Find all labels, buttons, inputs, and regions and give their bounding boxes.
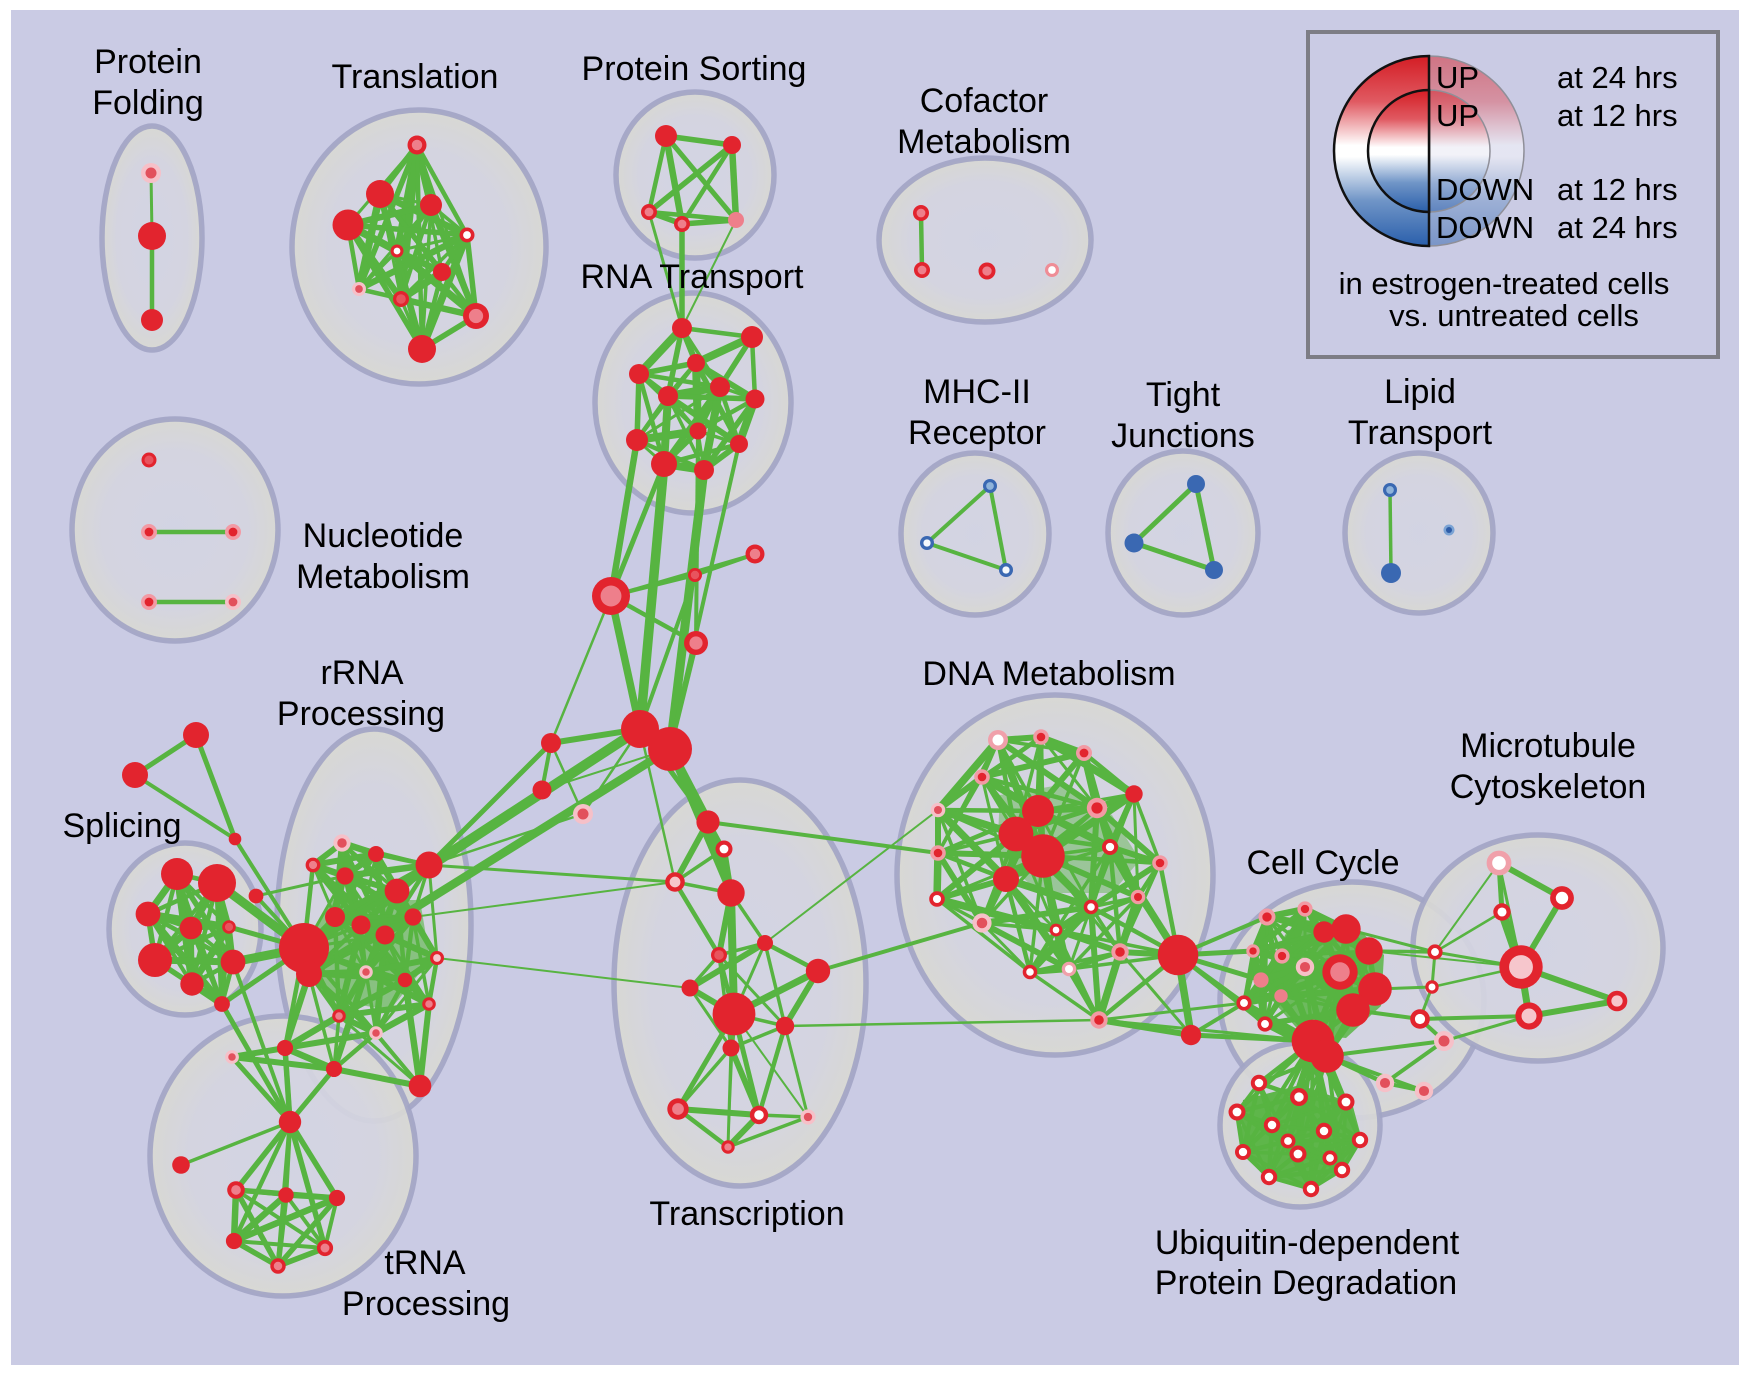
svg-text:at 24 hrs: at 24 hrs (1557, 210, 1678, 245)
svg-text:Protein: Protein (94, 43, 202, 81)
svg-text:Folding: Folding (92, 84, 204, 122)
svg-text:Metabolism: Metabolism (897, 123, 1071, 161)
svg-text:DOWN: DOWN (1436, 210, 1534, 245)
svg-text:Lipid: Lipid (1384, 373, 1456, 411)
svg-text:rRNA: rRNA (320, 654, 403, 692)
svg-text:Transport: Transport (1348, 414, 1493, 452)
svg-text:Receptor: Receptor (908, 414, 1046, 452)
svg-text:at 24 hrs: at 24 hrs (1557, 60, 1678, 95)
svg-text:UP: UP (1436, 98, 1479, 133)
svg-text:Protein Degradation: Protein Degradation (1155, 1264, 1457, 1302)
svg-text:RNA Transport: RNA Transport (581, 258, 805, 296)
svg-text:Cofactor: Cofactor (920, 82, 1049, 120)
svg-text:Transcription: Transcription (649, 1195, 844, 1233)
svg-text:Protein Sorting: Protein Sorting (582, 50, 807, 88)
svg-text:Processing: Processing (342, 1285, 510, 1323)
svg-text:Junctions: Junctions (1111, 417, 1255, 455)
svg-text:Ubiquitin-dependent: Ubiquitin-dependent (1155, 1224, 1460, 1262)
svg-text:at 12 hrs: at 12 hrs (1557, 98, 1678, 133)
svg-text:DNA Metabolism: DNA Metabolism (922, 655, 1175, 693)
svg-text:Processing: Processing (277, 695, 445, 733)
svg-text:at 12 hrs: at 12 hrs (1557, 172, 1678, 207)
svg-text:Tight: Tight (1146, 376, 1221, 414)
svg-text:DOWN: DOWN (1436, 172, 1534, 207)
svg-text:Nucleotide: Nucleotide (303, 517, 464, 555)
svg-text:vs. untreated cells: vs. untreated cells (1389, 298, 1639, 333)
svg-text:Splicing: Splicing (62, 807, 181, 845)
svg-text:Microtubule: Microtubule (1460, 727, 1636, 765)
svg-text:in estrogen-treated cells: in estrogen-treated cells (1339, 266, 1670, 301)
svg-text:Cell Cycle: Cell Cycle (1246, 844, 1399, 882)
svg-text:MHC-II: MHC-II (923, 373, 1031, 411)
svg-text:Translation: Translation (332, 58, 499, 96)
svg-text:UP: UP (1436, 60, 1479, 95)
svg-text:tRNA: tRNA (384, 1244, 466, 1282)
svg-text:Cytoskeleton: Cytoskeleton (1450, 768, 1647, 806)
svg-text:Metabolism: Metabolism (296, 558, 470, 596)
